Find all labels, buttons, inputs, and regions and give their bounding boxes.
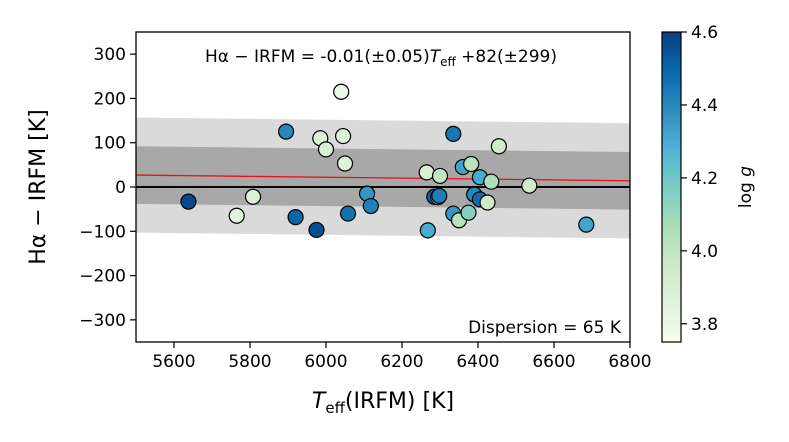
colorbar-tick-label: 4.0 [691, 242, 718, 262]
data-point [244, 188, 262, 205]
y-tick-label: 200 [94, 89, 126, 109]
colorbar-tick-label: 4.4 [691, 96, 718, 116]
x-axis-title: Teff(IRFM) [K] [312, 389, 454, 417]
data-point [490, 138, 507, 155]
fit-equation-suffix: +82(±299) [456, 47, 557, 67]
data-point [308, 221, 325, 239]
y-tick-label: −300 [79, 311, 126, 331]
y-tick-label: −200 [79, 267, 126, 287]
data-point [419, 222, 436, 239]
colorbar-tick-label: 4.6 [691, 23, 718, 43]
y-axis-ticks: −300 −200 −100 0 100 200 300 [79, 45, 136, 331]
data-point [431, 187, 448, 204]
fit-equation-variable: T [430, 47, 442, 67]
data-points [180, 83, 595, 239]
data-point [431, 167, 449, 185]
x-axis-ticks: 5600 5800 6000 6200 6400 6600 6800 [152, 342, 652, 372]
x-tick-label: 6600 [532, 352, 575, 372]
data-point [578, 216, 595, 233]
data-point [463, 155, 480, 173]
colorbar-tick-label: 4.2 [691, 169, 718, 189]
x-tick-label: 6400 [456, 352, 499, 372]
reference-lines [136, 174, 630, 188]
x-tick-label: 5800 [228, 352, 271, 372]
data-point [180, 193, 197, 210]
data-point [317, 141, 335, 158]
y-tick-label: 0 [115, 178, 126, 198]
y-tick-label: 300 [94, 45, 126, 65]
fit-equation-prefix: Hα − IRFM = -0.01(±0.05) [205, 47, 430, 67]
dispersion-label: Dispersion = 65 K [468, 318, 622, 338]
fit-line [136, 174, 630, 182]
x-tick-label: 5600 [152, 352, 195, 372]
y-tick-label: −100 [79, 222, 126, 242]
colorbar-title-text: log [736, 177, 756, 208]
x-axis-title-main: T [312, 389, 327, 414]
data-point [228, 207, 245, 224]
data-point [479, 194, 496, 211]
data-point [362, 197, 379, 215]
data-point [333, 83, 350, 100]
x-tick-label: 6000 [304, 352, 347, 372]
fit-equation-subscript: eff [440, 55, 456, 69]
y-axis-title: Hα − IRFM [K] [26, 109, 51, 264]
colorbar-title: log g [736, 166, 756, 208]
data-point [336, 155, 354, 172]
data-point [278, 123, 295, 140]
colorbar-title-italic: g [736, 166, 756, 177]
data-point [460, 204, 477, 221]
colorbar-ticks: 3.8 4.0 4.2 4.4 4.6 [681, 23, 718, 335]
x-axis-title-subscript: eff [325, 399, 345, 417]
data-point [445, 125, 462, 142]
data-point [339, 205, 357, 222]
x-tick-label: 6800 [608, 352, 651, 372]
colorbar [661, 31, 682, 343]
x-tick-label: 6200 [380, 352, 423, 372]
colorbar-tick-label: 3.8 [691, 315, 718, 335]
data-point [418, 164, 435, 181]
x-axis-title-rest: (IRFM) [K] [345, 389, 454, 414]
y-tick-label: 100 [94, 134, 126, 154]
data-point [335, 127, 352, 145]
data-point [287, 209, 304, 226]
data-point [521, 177, 538, 194]
fit-equation-annotation: Hα − IRFM = -0.01(±0.05)Teff +82(±299) [205, 47, 557, 69]
data-point [483, 173, 500, 190]
